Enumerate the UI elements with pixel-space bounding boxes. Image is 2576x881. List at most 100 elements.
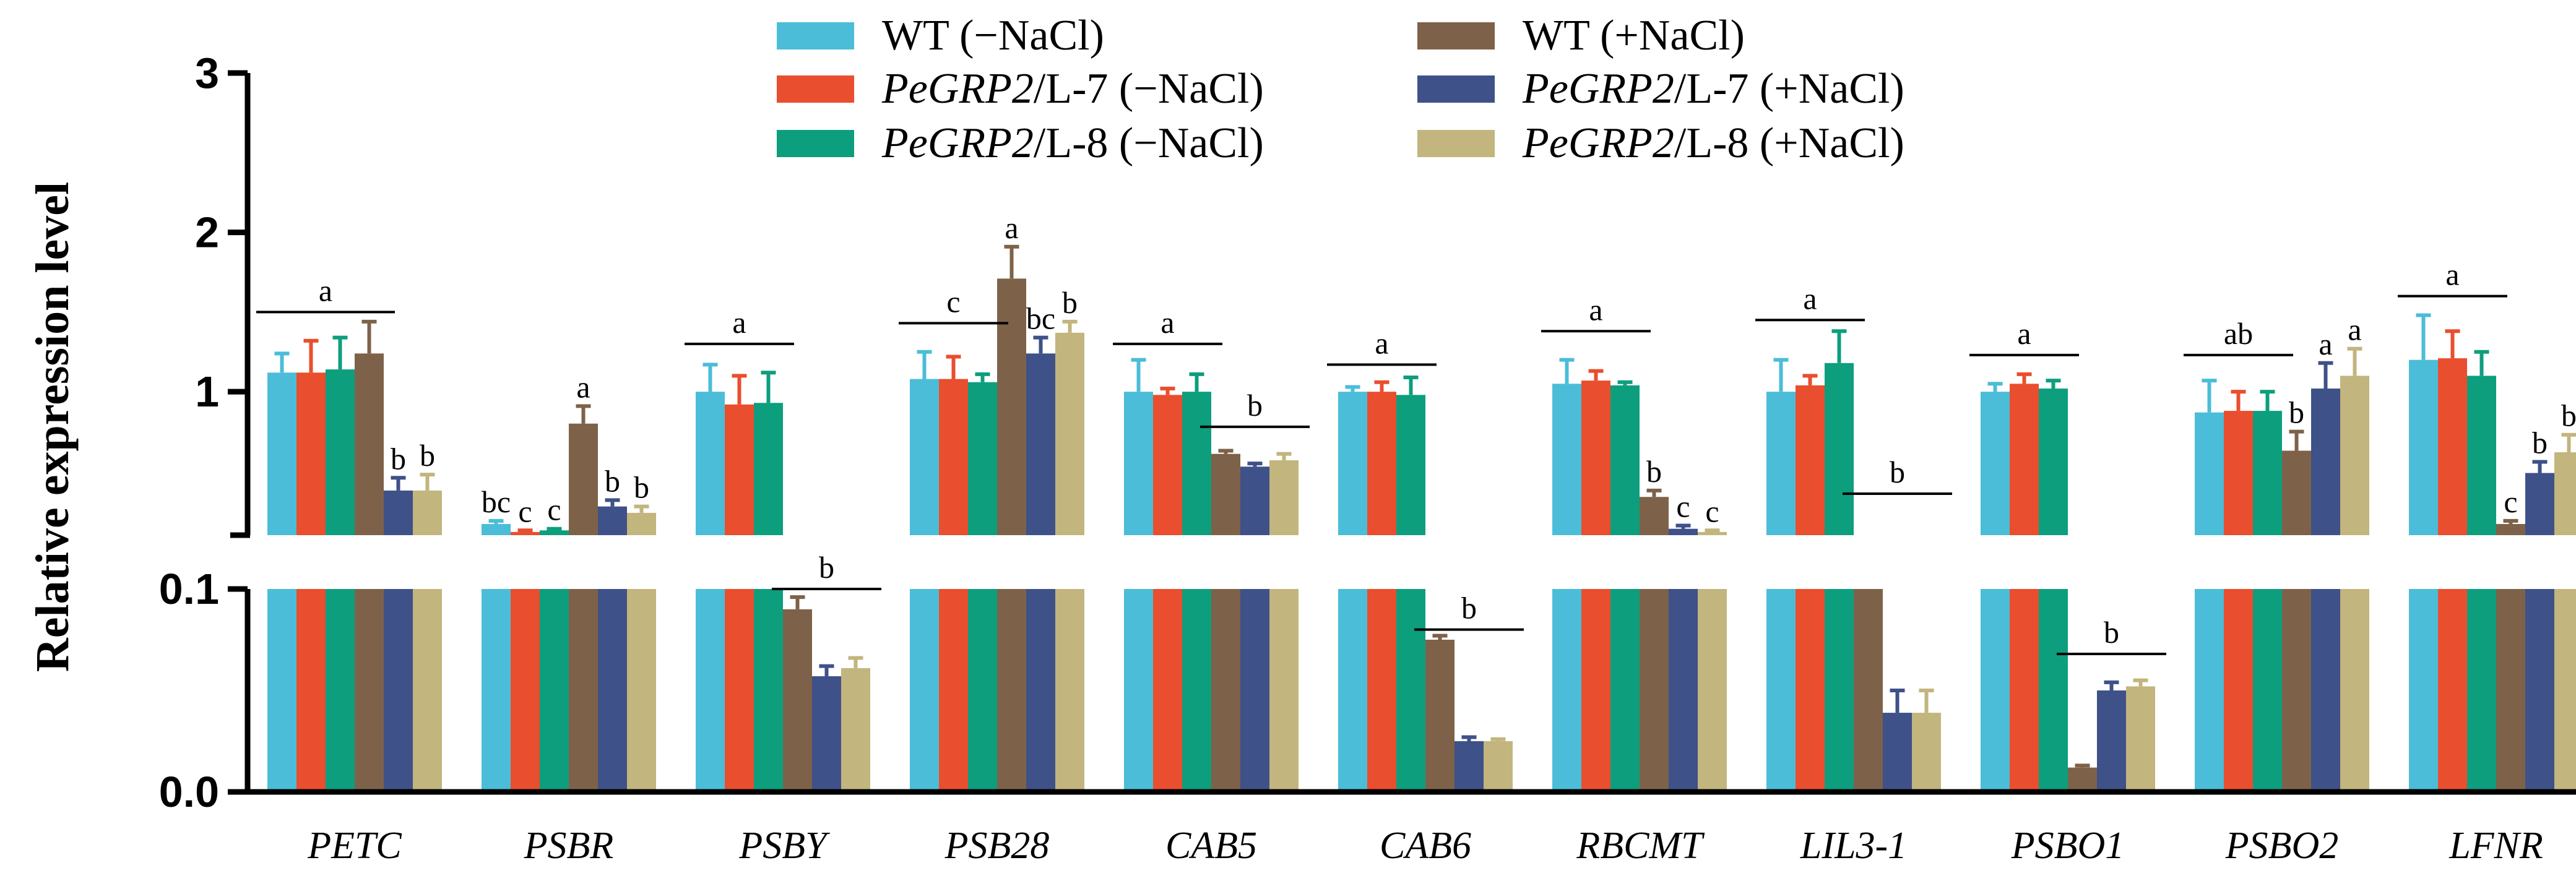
legend-swatch [1417, 75, 1495, 103]
bar-lower [2311, 589, 2340, 792]
bar-upper [696, 392, 725, 535]
bar-lower [2195, 589, 2224, 792]
legend-entry: WT (+NaCl) [1523, 12, 1745, 59]
bar-lower [1454, 741, 1484, 792]
significance-letter: b [819, 550, 834, 585]
bar-lower [2438, 589, 2467, 792]
bar-upper [1211, 453, 1240, 535]
significance-letter: a [2348, 312, 2361, 347]
bar-upper [725, 404, 754, 535]
bar-upper [482, 523, 511, 535]
bar-lower [384, 589, 413, 792]
bar-lower [1552, 589, 1581, 792]
legend-swatch [1417, 130, 1495, 157]
bar-lower [1581, 589, 1610, 792]
legend-entry: PeGRP2/L-8 (+NaCl) [1522, 119, 1904, 167]
bar-lower [2467, 589, 2496, 792]
bar-lower [1124, 589, 1153, 792]
x-tick-label: RBCMT [1576, 825, 1705, 867]
significance-letter: a [319, 273, 332, 307]
significance-letter: c [2504, 484, 2517, 519]
bar-lower [267, 589, 296, 792]
significance-letter: bc [1026, 301, 1055, 336]
y-tick-label: 3 [195, 49, 219, 97]
bar-upper [939, 379, 968, 535]
legend-entry: WT (−NaCl) [882, 12, 1104, 59]
significance-letter: b [2561, 398, 2576, 433]
bar-lower [1240, 589, 1269, 792]
bar-lower [2224, 589, 2253, 792]
y-axis-label: Relative expression level [27, 182, 79, 672]
bar-upper [2525, 473, 2554, 535]
bar-upper [2311, 389, 2340, 535]
bar-lower [1825, 589, 1854, 792]
significance-letter: b [1062, 285, 1078, 320]
significance-letter: c [1705, 494, 1719, 528]
bar-upper [1124, 392, 1153, 535]
bar-lower [2010, 589, 2039, 792]
significance-letter: c [518, 494, 532, 528]
legend-swatch [777, 130, 854, 157]
significance-letter: b [1890, 455, 1905, 489]
bar-lower [1367, 589, 1396, 792]
bar-lower [511, 589, 540, 792]
significance-letter: b [605, 463, 620, 498]
bar-upper [2554, 452, 2576, 535]
bar-lower [1211, 589, 1240, 792]
bar-lower [2253, 589, 2282, 792]
bar-lower [1912, 713, 1941, 792]
bar-lower [1425, 640, 1454, 792]
bar-lower [997, 589, 1026, 792]
bar-lower [2554, 589, 2576, 792]
bar-lower [296, 589, 326, 792]
x-tick-label: PSB28 [944, 825, 1050, 867]
x-tick-label: PSBO2 [2225, 825, 2339, 867]
x-tick-label: PETC [307, 825, 402, 867]
x-tick-label: PSBR [524, 825, 614, 867]
bar-upper [1796, 385, 1825, 535]
bar-upper [326, 369, 355, 535]
bar-lower [482, 589, 511, 792]
bar-lower [1883, 713, 1912, 792]
significance-letter: b [391, 441, 406, 476]
bar-lower [1640, 589, 1669, 792]
bar-lower [1796, 589, 1825, 792]
significance-letter: a [2017, 316, 2031, 351]
bar-upper [355, 353, 384, 535]
bar-lower [1182, 589, 1211, 792]
bar-upper [627, 512, 656, 535]
bar-upper [2224, 411, 2253, 535]
bar-upper [1698, 531, 1727, 535]
significance-letter: a [1589, 292, 1602, 327]
bar-upper [1182, 392, 1211, 535]
bar-lower [2409, 589, 2438, 792]
significance-letter: a [1375, 325, 1388, 360]
significance-letter: a [732, 305, 746, 340]
significance-letter: b [420, 438, 435, 473]
y-tick-label: 0.0 [159, 768, 219, 816]
bar-upper [1153, 395, 1182, 535]
bar-lower [627, 589, 656, 792]
bar-lower [812, 676, 841, 792]
significance-letter: a [1160, 305, 1174, 340]
bar-lower [2340, 589, 2369, 792]
bar-lower [1484, 741, 1513, 792]
bar-lower [754, 589, 783, 792]
bar-upper [910, 379, 939, 535]
legend: WT (−NaCl) PeGRP2/L-7 (−NaCl) PeGRP2/L-8 (… [777, 12, 1904, 167]
x-tick-label: CAB6 [1380, 825, 1471, 867]
bar-upper [267, 372, 296, 535]
legend-swatch [777, 75, 854, 103]
significance-letter: c [547, 492, 561, 527]
significance-letter: b [1646, 454, 1662, 489]
bar-upper [1640, 497, 1669, 535]
bar-upper [1240, 466, 1269, 535]
bar-upper [754, 403, 783, 535]
bar-lower [2068, 767, 2097, 792]
y-tick-label: 0.1 [159, 565, 219, 613]
bar-lower [2496, 589, 2525, 792]
bar-lower [569, 589, 598, 792]
bar-upper [2282, 450, 2311, 535]
significance-letter: b [2104, 615, 2119, 650]
bar-lower [598, 589, 627, 792]
